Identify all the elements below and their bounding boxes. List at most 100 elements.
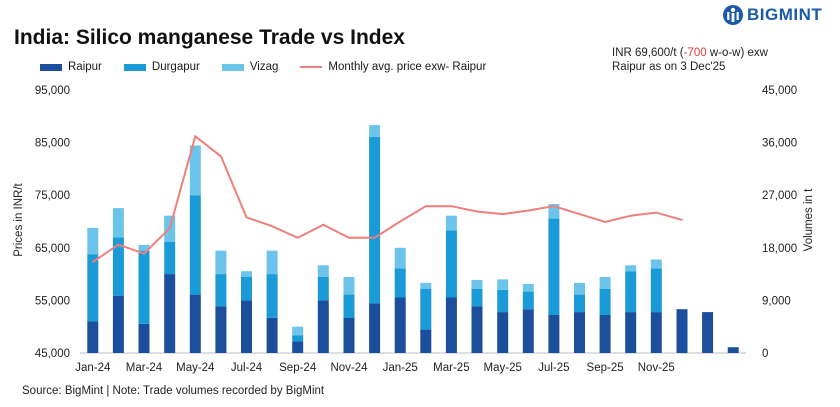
price-point [194, 135, 197, 138]
source-note: Source: BigMint | Note: Trade volumes re… [22, 385, 325, 397]
bigmint-logo: BIGMINT [722, 4, 822, 26]
bar-raipur [241, 300, 252, 353]
bar-vizag [266, 250, 278, 275]
bar-durgapur [420, 288, 432, 330]
bar-raipur [420, 329, 432, 353]
price-point [629, 214, 632, 217]
price-note: INR 69,600/t (-700 w-o-w) exw Raipur as … [612, 46, 768, 74]
bar-raipur [497, 312, 509, 353]
y-tick-label: 95,000 [35, 85, 70, 97]
bar-durgapur [394, 268, 406, 298]
logo-text: BIGMINT [747, 5, 823, 24]
price-point [527, 209, 530, 212]
price-point [117, 243, 120, 246]
bar-durgapur [138, 250, 150, 324]
bar-raipur [548, 315, 560, 353]
price-point [553, 205, 555, 207]
x-tick-label: May-24 [176, 362, 215, 374]
bar-raipur [522, 309, 534, 353]
x-tick-label: Jul-25 [538, 362, 569, 374]
bar-vizag [574, 282, 585, 295]
price-point [296, 237, 299, 239]
legend-swatch-raipur [40, 63, 62, 71]
bar-raipur [87, 321, 99, 353]
price-note-pre: INR 69,600/t ( [612, 47, 684, 59]
bar-durgapur [292, 335, 304, 342]
price-point [655, 211, 658, 214]
bar-raipur [138, 323, 150, 353]
price-note-line2: Raipur as on 3 Dec'25 [612, 61, 726, 73]
bars-layer [87, 125, 739, 353]
bar-vizag [215, 250, 227, 275]
legend-item-raipur: Raipur [40, 61, 102, 73]
bar-vizag [87, 227, 99, 255]
price-note-line1: INR 69,600/t (-700 w-o-w) exw [612, 46, 768, 60]
bar-durgapur [650, 268, 662, 313]
price-point [501, 213, 504, 215]
bar-raipur [445, 297, 457, 353]
bar-durgapur [548, 218, 560, 315]
bar-vizag [650, 259, 662, 269]
price-change: -700 [683, 47, 707, 59]
bar-raipur [727, 347, 739, 353]
bar-raipur [164, 274, 176, 353]
price-point [681, 219, 683, 221]
bar-raipur [369, 303, 381, 353]
bar-raipur [625, 312, 637, 353]
bar-vizag [343, 277, 355, 295]
x-tick-label: Sep-24 [279, 362, 317, 374]
price-point [220, 155, 222, 158]
y2-axis-label: Volumes in t [803, 188, 815, 251]
y2-tick-label: 18,000 [762, 243, 797, 255]
x-tick-label: Nov-24 [330, 362, 368, 374]
x-tick-label: Jan-24 [75, 362, 111, 374]
price-point [92, 261, 94, 263]
bar-vizag [394, 247, 406, 269]
price-point [322, 223, 325, 226]
legend-swatch-durgapur [123, 63, 146, 71]
bar-vizag [445, 215, 457, 231]
bar-raipur [676, 309, 688, 353]
bar-raipur [599, 315, 611, 353]
x-tick-label: Mar-24 [126, 362, 163, 374]
price-point [168, 227, 171, 230]
y-tick-label: 45,000 [35, 348, 70, 360]
bigmint-logo-icon [723, 5, 743, 25]
bar-durgapur [369, 136, 381, 304]
bar-raipur [317, 300, 329, 353]
bar-durgapur [445, 230, 457, 298]
bar-durgapur [522, 291, 534, 310]
bar-vizag [241, 271, 252, 277]
bar-vizag [112, 208, 124, 238]
bar-raipur [343, 317, 355, 353]
bar-raipur [394, 297, 406, 353]
bar-durgapur [112, 237, 124, 296]
bar-vizag [317, 265, 329, 277]
price-point [425, 205, 427, 207]
chart-title: India: Silico manganese Trade vs Index [14, 26, 405, 49]
bar-raipur [574, 312, 585, 353]
y2-tick-label: 0 [762, 348, 768, 360]
bar-raipur [189, 294, 201, 353]
bar-durgapur [574, 294, 585, 313]
y-axis-right: 0 9,000 18,000 27,000 36,000 45,000 [762, 85, 797, 360]
y-axis-left: 45,000 55,000 65,000 75,000 85,000 95,000 [35, 85, 70, 360]
bar-vizag [522, 284, 534, 292]
bar-raipur [266, 317, 278, 353]
price-point [373, 237, 376, 239]
bar-durgapur [241, 277, 252, 301]
price-line-layer [92, 134, 683, 263]
bar-durgapur [317, 277, 329, 301]
bar-durgapur [343, 294, 355, 318]
price-point [604, 221, 606, 223]
bar-vizag [497, 279, 509, 290]
legend-item-durgapur: Durgapur [123, 61, 200, 73]
bar-durgapur [497, 289, 509, 313]
y-tick-label: 65,000 [35, 243, 70, 255]
bar-durgapur [625, 271, 637, 313]
price-line [92, 134, 683, 263]
x-tick-label: Sep-25 [587, 362, 624, 374]
price-point [578, 213, 581, 215]
legend-item-vizag: Vizag [221, 61, 278, 73]
x-tick-label: Mar-25 [433, 362, 469, 374]
